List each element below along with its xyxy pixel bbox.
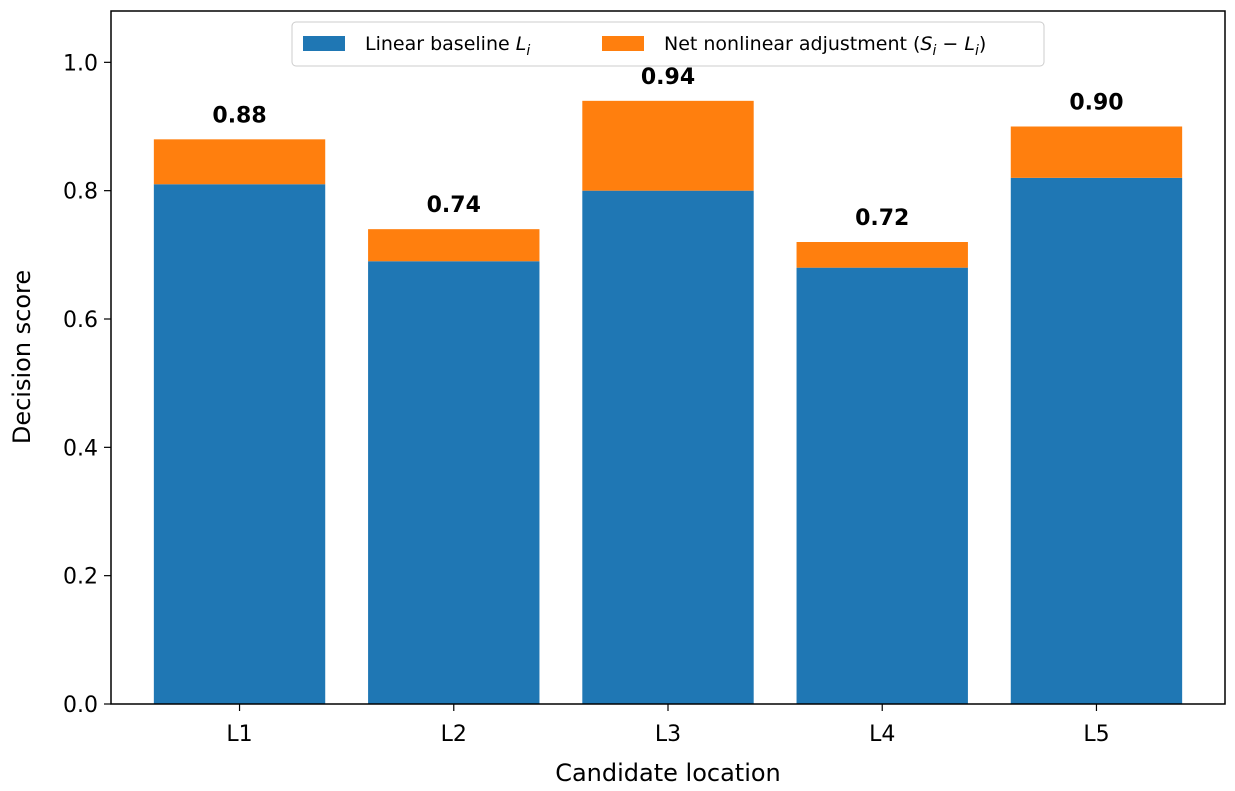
- x-tick-label-l4: L4: [869, 722, 895, 747]
- bars-layer: [153, 100, 1183, 705]
- x-tick-label-l3: L3: [655, 722, 681, 747]
- x-tick-label-l1: L1: [226, 722, 252, 747]
- total-label-l2: 0.74: [427, 193, 481, 218]
- y-axis-title: Decision score: [8, 270, 36, 444]
- bar-linear-baseline-l1: [153, 184, 326, 704]
- x-axis: L1 L2 L3 L4 L5: [226, 704, 1110, 747]
- y-tick-label: 0.6: [63, 308, 98, 333]
- legend: Linear baseline Li Net nonlinear adjustm…: [291, 21, 1045, 67]
- legend-swatch-nonlinear-adjustment: [602, 36, 644, 51]
- bar-nonlinear-adjustment-l5: [1010, 126, 1183, 178]
- y-tick-label: 1.0: [63, 51, 98, 76]
- bar-linear-baseline-l2: [368, 261, 540, 704]
- total-label-l1: 0.88: [212, 103, 266, 128]
- y-tick-label: 0.2: [63, 565, 98, 590]
- x-tick-label-l5: L5: [1083, 722, 1109, 747]
- y-axis: 0.0 0.2 0.4 0.6 0.8 1.0: [63, 51, 111, 718]
- bar-linear-baseline-l4: [796, 267, 968, 704]
- legend-label-nonlinear-adjustment: Net nonlinear adjustment (Si − Li): [664, 33, 986, 59]
- legend-label-linear-baseline: Linear baseline Li: [365, 33, 530, 59]
- bar-nonlinear-adjustment-l3: [582, 100, 754, 191]
- x-axis-title: Candidate location: [555, 759, 781, 787]
- legend-box: [291, 21, 1045, 67]
- x-tick-label-l2: L2: [441, 722, 467, 747]
- data-labels-layer: 0.88 0.74 0.94 0.72 0.90: [212, 65, 1123, 231]
- y-tick-label: 0.0: [63, 693, 98, 718]
- bar-linear-baseline-l5: [1010, 177, 1183, 705]
- bar-nonlinear-adjustment-l2: [368, 229, 540, 262]
- y-tick-label: 0.4: [63, 436, 98, 461]
- bar-linear-baseline-l3: [582, 190, 754, 704]
- bar-nonlinear-adjustment-l4: [796, 242, 968, 268]
- total-label-l4: 0.72: [855, 206, 909, 231]
- plot-frame: [110, 10, 1226, 705]
- bar-nonlinear-adjustment-l1: [153, 139, 326, 185]
- legend-swatch-linear-baseline: [303, 36, 345, 51]
- total-label-l5: 0.90: [1069, 91, 1123, 116]
- y-tick-label: 0.8: [63, 180, 98, 205]
- total-label-l3: 0.94: [641, 65, 695, 90]
